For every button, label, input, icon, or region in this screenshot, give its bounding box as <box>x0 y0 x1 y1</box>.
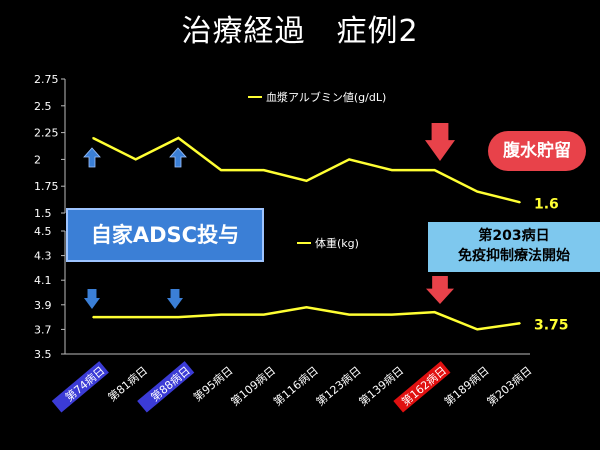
data-point <box>348 158 351 161</box>
legend-label: 血漿アルブミン値(g/dL) <box>266 90 386 104</box>
y-tick-label: 4.3 <box>34 250 52 263</box>
immuno-line1: 第203病日 <box>478 228 550 244</box>
x-tick-label: 第203病日 <box>484 363 534 408</box>
y-tick-label: 4.5 <box>34 225 52 238</box>
y-tick-label: 1.5 <box>34 207 52 220</box>
data-point <box>177 316 180 318</box>
data-point <box>263 313 265 316</box>
data-point <box>391 313 393 316</box>
up-arrow-icon <box>83 147 101 168</box>
end-value-label: 1.6 <box>534 196 559 212</box>
x-tick-label: 第189病日 <box>441 363 491 408</box>
ascites-label: 腹水貯留 <box>488 131 586 171</box>
data-point <box>92 137 94 139</box>
end-value-label: 3.75 <box>534 317 569 333</box>
data-point <box>305 180 308 182</box>
y-tick-label: 1.75 <box>34 180 59 193</box>
immunosuppression-start-label: 第203病日 免疫抑制療法開始 <box>428 222 600 272</box>
y-tick-label: 3.9 <box>34 299 52 312</box>
series-line <box>93 305 521 331</box>
down-arrow-icon <box>167 289 183 309</box>
y-tick-label: 4.1 <box>34 274 52 287</box>
data-point <box>476 328 479 331</box>
y-tick-label: 2.75 <box>34 73 59 86</box>
data-point <box>433 169 436 171</box>
x-tick-label: 第123病日 <box>313 363 363 408</box>
x-tick-label: 第162病日 <box>399 363 449 408</box>
down-arrow-icon <box>84 289 100 309</box>
x-label-highlight <box>137 361 195 413</box>
red-down-arrow-icon <box>425 123 455 161</box>
data-point <box>305 306 308 309</box>
data-point <box>177 137 180 139</box>
data-point <box>263 169 265 171</box>
y-tick-label: 2.5 <box>34 100 52 113</box>
data-point <box>134 316 137 318</box>
data-point <box>92 316 94 318</box>
page-title: 治療経過 症例2 <box>181 14 419 49</box>
red-down-arrow-icon <box>426 276 454 304</box>
data-point <box>220 169 222 171</box>
y-tick-label: 2 <box>34 153 41 166</box>
series-line <box>92 136 521 204</box>
x-label-highlight <box>393 361 451 413</box>
x-tick-label: 第88病日 <box>148 363 193 404</box>
y-tick-label: 3.5 <box>34 348 52 361</box>
immuno-line2: 免疫抑制療法開始 <box>458 248 570 264</box>
legend-label: 体重(kg) <box>315 236 359 250</box>
data-point <box>220 313 222 316</box>
data-point <box>433 311 436 313</box>
x-label-highlight <box>51 361 109 413</box>
data-point <box>134 158 137 161</box>
data-point <box>391 169 393 171</box>
x-tick-label: 第109病日 <box>228 363 278 408</box>
y-tick-label: 2.25 <box>34 127 59 140</box>
y-tick-label: 3.7 <box>34 323 52 336</box>
x-tick-label: 第74病日 <box>62 363 107 404</box>
x-tick-label: 第116病日 <box>270 363 320 408</box>
up-arrow-icon <box>169 147 187 168</box>
data-point <box>519 201 521 204</box>
data-point <box>519 322 521 325</box>
adsc-administration-label: 自家ADSC投与 <box>66 208 264 262</box>
data-point <box>476 190 479 193</box>
data-point <box>348 313 351 316</box>
